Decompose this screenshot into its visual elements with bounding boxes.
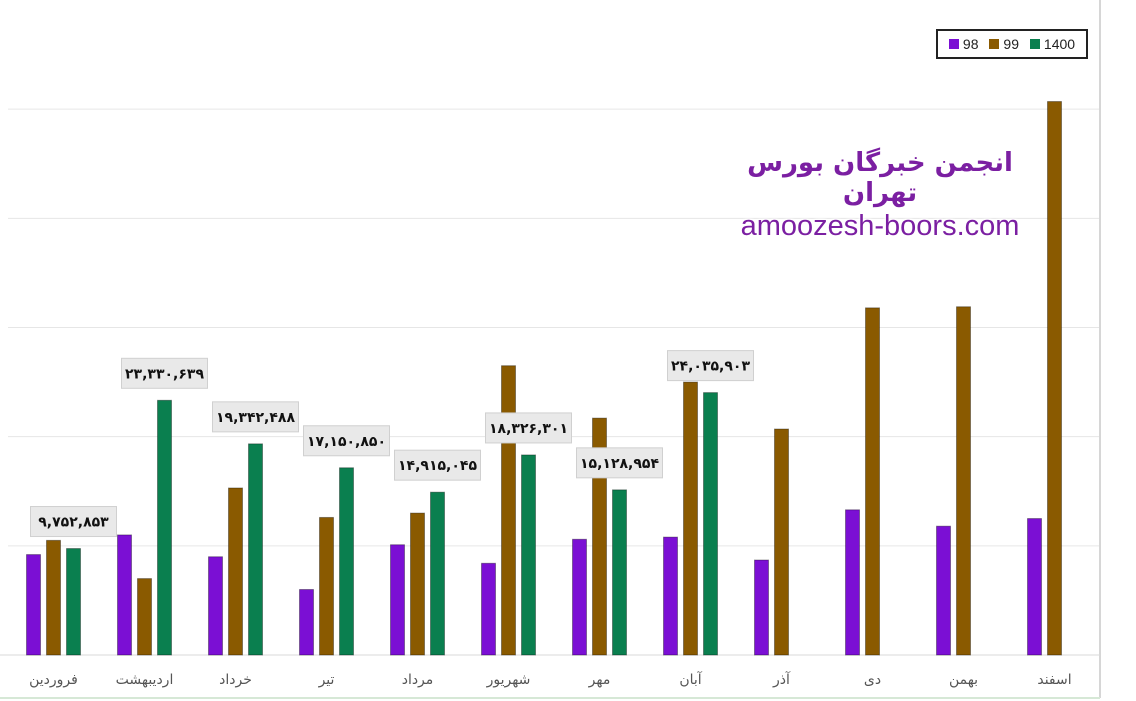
bar-1400-1: [157, 399, 172, 656]
bar-98-8: [754, 559, 769, 656]
data-label-box: [212, 401, 299, 433]
data-label-text: ۱۴,۹۱۵,۰۴۵: [398, 458, 477, 474]
x-tick-label-9: دی: [864, 672, 881, 688]
data-label-box: [303, 425, 390, 457]
bar-99-0: [46, 539, 61, 656]
bar-98-10: [936, 525, 951, 656]
x-tick-label-7: آبان: [679, 671, 702, 688]
data-label-text: ۱۵,۱۲۸,۹۵۴: [580, 456, 659, 472]
bar-98-6: [572, 538, 587, 656]
watermark: انجمن خبرگان بورس تهران amoozesh-boors.c…: [715, 148, 1045, 243]
bar-1400-2: [248, 443, 263, 656]
bar-98-11: [1027, 518, 1042, 656]
data-label-1400-6: ۱۵,۱۲۸,۹۵۴: [576, 447, 663, 479]
x-tick-label-0: فروردین: [29, 672, 78, 688]
bar-99-2: [228, 487, 243, 656]
data-label-1400-1: ۲۳,۳۳۰,۶۳۹: [121, 357, 208, 389]
data-label-1400-2: ۱۹,۳۴۲,۴۸۸: [212, 401, 299, 433]
data-label-text: ۲۳,۳۳۰,۶۳۹: [125, 366, 204, 382]
legend-swatch-98: [948, 39, 959, 49]
x-tick-label-5: شهریور: [486, 672, 531, 688]
data-label-box: [667, 350, 754, 382]
data-label-box: [30, 506, 117, 538]
bar-99-9: [865, 307, 880, 656]
bar-1400-0: [66, 548, 81, 656]
data-label-1400-4: ۱۴,۹۱۵,۰۴۵: [394, 449, 481, 481]
data-label-1400-3: ۱۷,۱۵۰,۸۵۰: [303, 425, 390, 457]
bar-99-7: [683, 381, 698, 656]
data-label-box: [485, 412, 572, 444]
legend-item-99: 99: [989, 36, 1019, 52]
legend-item-1400: 1400: [1029, 36, 1076, 52]
data-label-1400-7: ۲۴,۰۳۵,۹۰۳: [667, 350, 754, 382]
x-tick-label-1: اردیبهشت: [116, 672, 174, 688]
bar-98-0: [26, 554, 41, 656]
data-label-box: [121, 357, 208, 389]
data-label-1400-0: ۹,۷۵۲,۸۵۳: [30, 506, 117, 538]
x-tick-label-3: تیر: [318, 672, 335, 688]
legend-label-99: 99: [1003, 36, 1019, 52]
data-label-text: ۱۹,۳۴۲,۴۸۸: [216, 410, 295, 426]
watermark-url: amoozesh-boors.com: [740, 210, 1020, 242]
x-tick-label-8: آذر: [772, 671, 791, 688]
bar-1400-6: [612, 489, 627, 656]
bar-99-3: [319, 516, 334, 656]
x-tick-label-10: بهمن: [949, 672, 978, 688]
bar-98-1: [117, 534, 132, 656]
legend-label-98: 98: [962, 36, 979, 52]
bar-99-4: [410, 512, 425, 656]
bar-98-2: [208, 556, 223, 656]
bar-98-4: [390, 544, 405, 656]
legend-swatch-99: [989, 39, 1000, 49]
bar-98-5: [481, 562, 496, 656]
watermark-title: انجمن خبرگان بورس تهران: [747, 148, 1013, 208]
bar-99-1: [137, 578, 152, 656]
data-label-1400-5: ۱۸,۳۲۶,۳۰۱: [485, 412, 572, 444]
bar-98-7: [663, 536, 678, 656]
legend-label-1400: 1400: [1043, 36, 1076, 52]
data-label-text: ۱۷,۱۵۰,۸۵۰: [307, 434, 386, 450]
bar-98-3: [299, 589, 314, 656]
bar-99-11: [1047, 101, 1062, 656]
bar-98-9: [845, 509, 860, 656]
data-label-box: [394, 449, 481, 481]
data-label-text: ۲۴,۰۳۵,۹۰۳: [671, 359, 750, 375]
x-tick-label-11: اسفند: [1037, 672, 1071, 688]
x-tick-label-6: مهر: [588, 672, 611, 688]
x-tick-label-2: خرداد: [219, 672, 252, 688]
bar-1400-5: [521, 454, 536, 656]
bar-1400-4: [430, 491, 445, 656]
x-tick-label-4: مرداد: [402, 672, 434, 688]
bar-99-5: [501, 365, 516, 656]
legend-item-98: 98: [948, 36, 979, 52]
bar-1400-3: [339, 467, 354, 656]
bar-99-8: [774, 428, 789, 656]
data-label-box: [576, 447, 663, 479]
data-label-text: ۱۸,۳۲۶,۳۰۱: [489, 421, 568, 437]
bar-1400-7: [703, 392, 718, 656]
bar-99-10: [956, 306, 971, 656]
data-label-text: ۹,۷۵۲,۸۵۳: [38, 515, 109, 531]
legend-swatch-1400: [1029, 39, 1040, 49]
legend: 98 99 1400: [936, 29, 1088, 59]
